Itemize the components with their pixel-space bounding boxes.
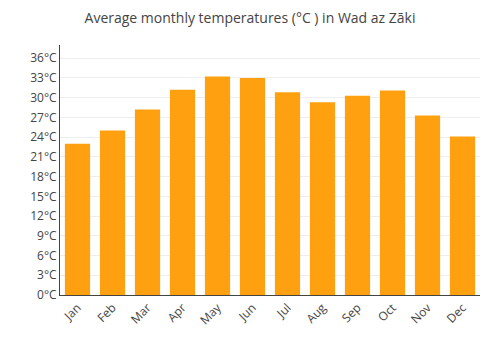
svg-text:Average monthly temperatures (: Average monthly temperatures (°C ) in Wa…: [85, 8, 416, 27]
svg-text:Nov: Nov: [407, 299, 435, 327]
svg-text:Jul: Jul: [272, 299, 294, 321]
svg-text:21°C: 21°C: [30, 148, 57, 165]
svg-text:15°C: 15°C: [30, 188, 57, 205]
svg-text:24°C: 24°C: [30, 128, 57, 145]
svg-text:18°C: 18°C: [30, 168, 57, 185]
svg-text:36°C: 36°C: [30, 49, 57, 66]
svg-text:Dec: Dec: [443, 299, 470, 326]
svg-text:6°C: 6°C: [37, 247, 57, 264]
svg-text:Sep: Sep: [338, 299, 365, 326]
svg-text:Apr: Apr: [164, 299, 190, 325]
svg-text:30°C: 30°C: [30, 89, 57, 106]
svg-text:27°C: 27°C: [30, 109, 57, 126]
svg-text:Feb: Feb: [93, 299, 119, 325]
svg-text:Mar: Mar: [127, 299, 155, 327]
svg-text:12°C: 12°C: [30, 207, 57, 224]
svg-text:Oct: Oct: [374, 299, 400, 325]
svg-text:33°C: 33°C: [30, 69, 57, 86]
svg-text:Aug: Aug: [302, 299, 330, 327]
svg-text:Jan: Jan: [60, 299, 85, 324]
svg-text:Jun: Jun: [234, 299, 259, 324]
svg-text:3°C: 3°C: [37, 266, 57, 283]
svg-text:May: May: [196, 299, 225, 328]
svg-text:0°C: 0°C: [37, 286, 57, 303]
svg-text:9°C: 9°C: [37, 227, 57, 244]
